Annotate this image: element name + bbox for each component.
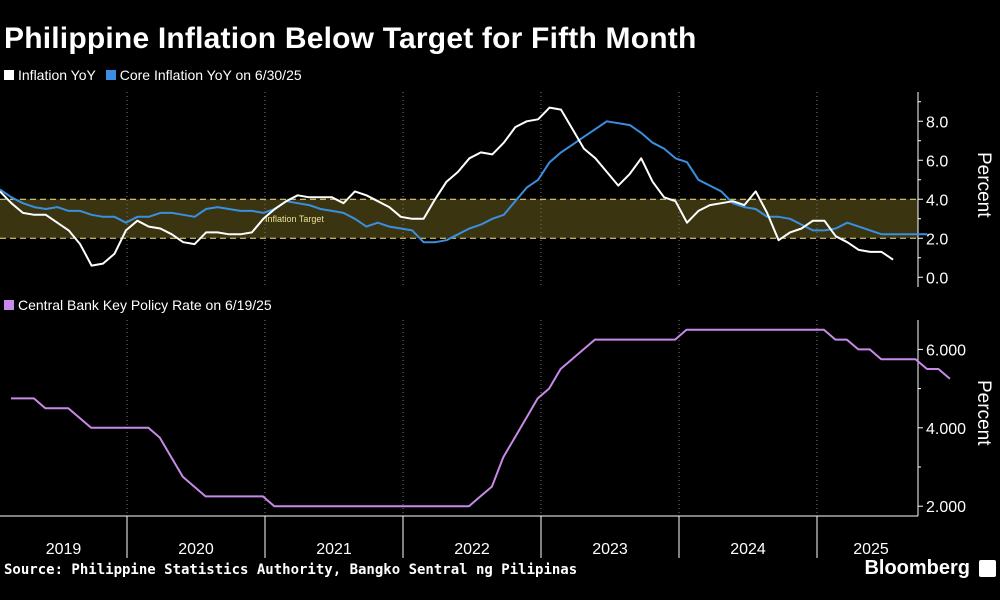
x-tick-label: 2023 <box>592 541 628 558</box>
x-tick-label: 2021 <box>316 541 352 558</box>
x-tick-label: 2022 <box>454 541 490 558</box>
policy-rate-panel: 6.000 4.000 2.000 Percent <box>11 320 994 516</box>
top-y-axis-label: Percent <box>973 152 994 218</box>
inflation-target-band <box>0 199 918 239</box>
legend-item-core-inflation: Core Inflation YoY on 6/30/25 <box>105 67 302 83</box>
bloomberg-logo: Bloomberg <box>864 557 970 579</box>
bottom-legend: Central Bank Key Policy Rate on 6/19/25 <box>4 297 278 313</box>
inflation-panel: Inflation Target 8.0 6.0 4.0 2.0 0.0 Percent <box>0 92 994 287</box>
x-tick-label: 2024 <box>730 541 766 558</box>
bottom-y-tick-label: 4.000 <box>926 421 966 438</box>
policy-rate-line <box>11 328 951 508</box>
band-label: Inflation Target <box>265 214 324 224</box>
legend-swatch-inflation <box>4 70 14 80</box>
bottom-y-axis-label: Percent <box>973 380 994 446</box>
x-tick-label: 2025 <box>853 541 889 558</box>
inflation-line <box>0 106 894 267</box>
legend-label-core-inflation: Core Inflation YoY on 6/30/25 <box>119 67 302 83</box>
chart-title: Philippine Inflation Below Target for Fi… <box>4 22 697 55</box>
bottom-y-tick-label: 6.000 <box>926 342 966 359</box>
top-y-tick-label: 2.0 <box>926 231 948 248</box>
bloomberg-mark-icon <box>979 560 996 577</box>
top-y-tick-label: 0.0 <box>926 270 948 287</box>
x-axis: 2019 2020 2021 2022 2023 2024 2025 <box>0 515 918 558</box>
legend-swatch-policy-rate <box>4 300 14 310</box>
top-y-tick-label: 6.0 <box>926 153 948 170</box>
top-y-tick-label: 4.0 <box>926 192 948 209</box>
legend-label-inflation: Inflation YoY <box>18 67 96 83</box>
legend-item-policy-rate: Central Bank Key Policy Rate on 6/19/25 <box>4 297 272 313</box>
bottom-y-tick-label: 2.000 <box>926 499 966 516</box>
core-inflation-line <box>0 120 928 244</box>
x-tick-label: 2020 <box>178 541 214 558</box>
legend-label-policy-rate: Central Bank Key Policy Rate on 6/19/25 <box>18 297 272 313</box>
source-note: Source: Philippine Statistics Authority,… <box>4 562 578 578</box>
legend-swatch-core-inflation <box>105 70 116 80</box>
legend-item-inflation: Inflation YoY <box>4 67 96 83</box>
x-tick-label: 2019 <box>46 541 82 558</box>
top-y-tick-label: 8.0 <box>926 114 948 131</box>
top-legend: Inflation YoY Core Inflation YoY on 6/30… <box>4 67 308 83</box>
